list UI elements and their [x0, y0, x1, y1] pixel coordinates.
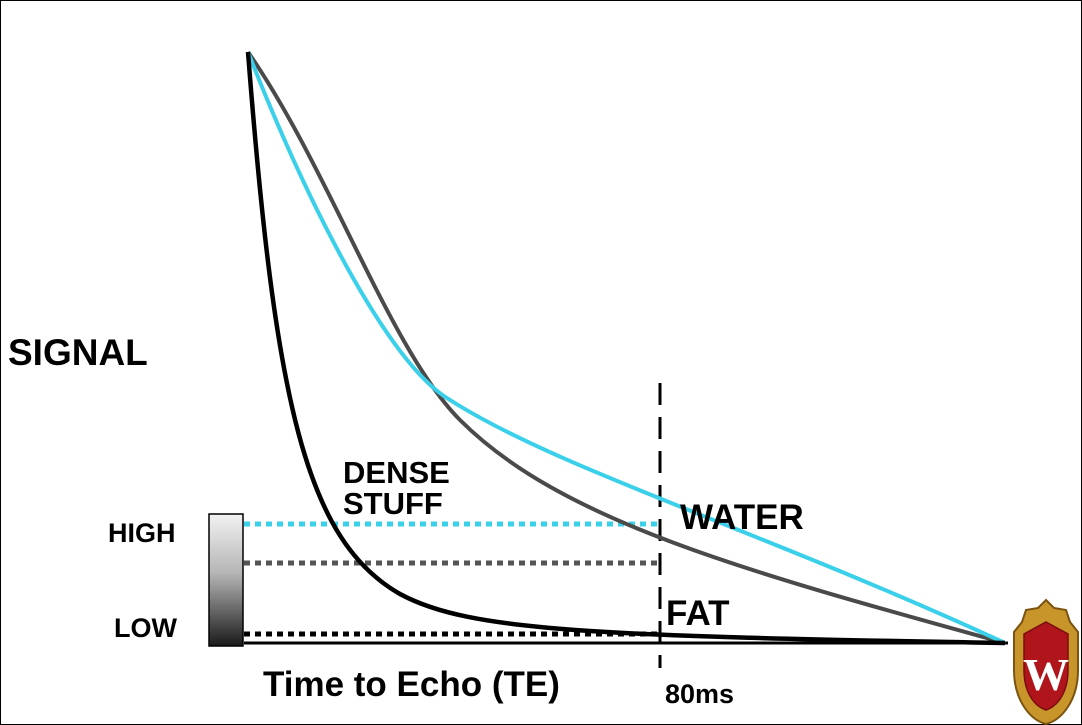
- dense-stuff-label-line1: DENSE: [343, 455, 450, 490]
- uw-crest-icon: W: [1013, 598, 1079, 725]
- low-level-label: LOW: [114, 613, 177, 643]
- fat-curve-label: FAT: [666, 594, 730, 633]
- water-curve-label: WATER: [680, 498, 804, 537]
- uw-crest-letter: W: [1023, 649, 1069, 700]
- time-axis-label: Time to Echo (TE): [263, 665, 560, 704]
- dense-stuff-label-line2: STUFF: [343, 486, 443, 521]
- te-80ms-label: 80ms: [665, 679, 735, 709]
- dense-stuff-label: DENSE STUFF: [343, 457, 450, 519]
- dense-stuff-curve: [245, 51, 1006, 646]
- fat-curve: [246, 50, 1006, 645]
- water-curve: [246, 51, 1006, 645]
- grayscale-bar: [208, 513, 244, 647]
- signal-axis-label: SIGNAL: [8, 332, 148, 373]
- high-level-label: HIGH: [108, 518, 176, 548]
